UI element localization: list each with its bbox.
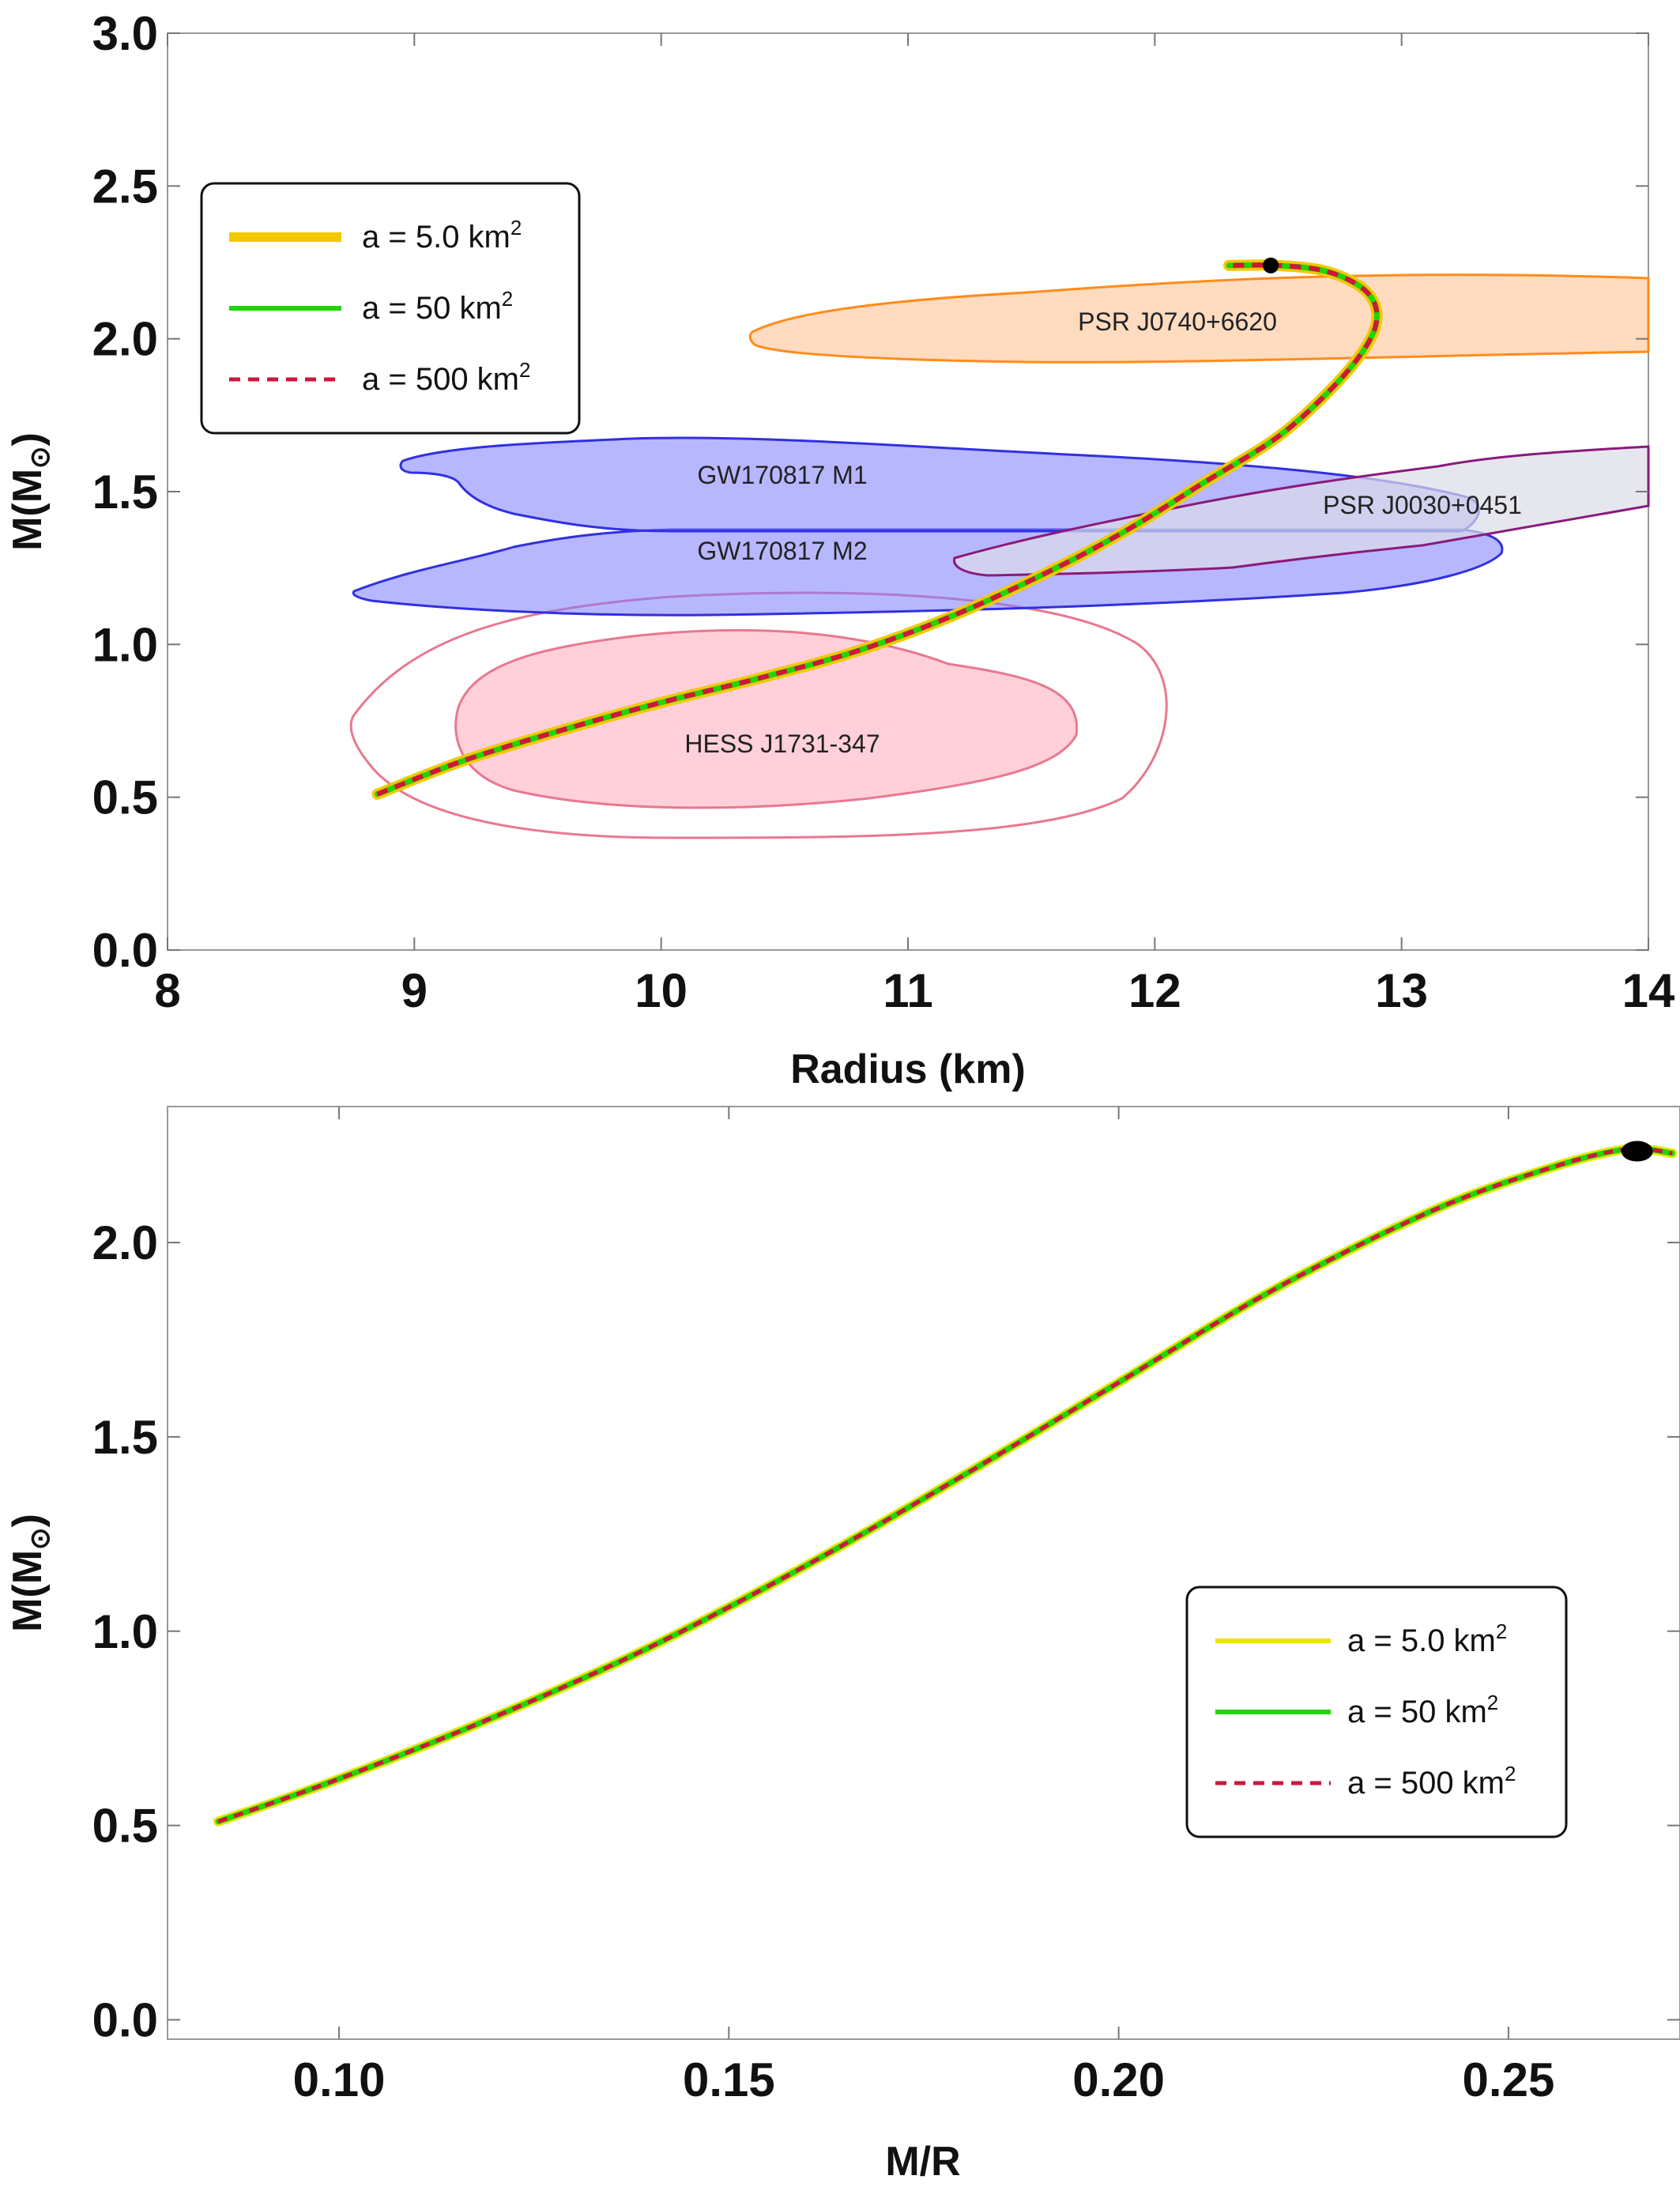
region-hess-inner	[454, 628, 1079, 809]
legend-label-a50: a = 50 km2	[362, 287, 513, 326]
label-hess: HESS J1731-347	[684, 730, 880, 758]
bot-y-tick-label: 1.0	[92, 1605, 158, 1658]
sun-symbol-bottom: ⊙	[25, 1527, 55, 1550]
bottom-legend: a = 5.0 km2 a = 50 km2 a = 500 km2	[1185, 1586, 1568, 1838]
legend-label-a5-bottom: a = 5.0 km2	[1347, 1620, 1507, 1658]
series-line-a500-bottom	[217, 1146, 1673, 1824]
bottom-y-axis-title: M(M⊙)	[5, 1514, 55, 1632]
bot-x-tick-label: 0.20	[1072, 2053, 1165, 2106]
svg-text:M(M⊙): M(M⊙)	[5, 1514, 55, 1632]
legend-label-a500-bottom: a = 500 km2	[1347, 1762, 1516, 1801]
top-legend: a = 5.0 km2 a = 50 km2 a = 500 km2	[200, 182, 581, 435]
bottom-x-axis-title: M/R	[885, 2139, 960, 2185]
top-y-tick-label: 3.0	[92, 7, 158, 60]
bot-y-tick-label: 0.0	[92, 1993, 158, 2046]
top-y-axis-title: M(M⊙)	[5, 432, 55, 551]
top-x-tick-label: 14	[1622, 964, 1675, 1017]
top-legend-box	[200, 182, 581, 435]
bot-x-tick-label: 0.10	[293, 2053, 386, 2106]
max-mass-point	[1263, 257, 1279, 273]
top-x-tick-label: 9	[401, 964, 428, 1017]
max-mass-point-bottom	[1621, 1141, 1653, 1162]
series-line-a500	[376, 262, 1380, 797]
legend-label-a500: a = 500 km2	[362, 358, 530, 397]
bottom-panel: 0.10 0.15 0.20 0.25 0.0 0.5 1.0 1.5 2.0 M/R M(M⊙…	[5, 1106, 1680, 2185]
top-axis-ticks: 8 9 10 11 12 13 14 0.0 0.5 1.0 1.5 2.0 2.5 3.0	[92, 7, 1675, 1017]
top-y-tick-label: 2.5	[92, 160, 158, 213]
top-x-tick-label: 10	[635, 964, 687, 1017]
label-psr-j0030: PSR J0030+0451	[1323, 491, 1522, 519]
bot-y-tick-label: 0.5	[92, 1800, 158, 1853]
top-x-tick-label: 13	[1375, 964, 1428, 1017]
region-psr-j0740	[748, 273, 1650, 364]
svg-text:M(M⊙): M(M⊙)	[5, 432, 55, 551]
top-y-tick-label: 1.5	[92, 466, 158, 518]
bottom-legend-box	[1185, 1586, 1568, 1838]
label-gw-m2: GW170817 M2	[697, 537, 867, 565]
top-x-axis-title: Radius (km)	[790, 1046, 1026, 1092]
bot-x-tick-label: 0.15	[683, 2053, 775, 2106]
bot-x-tick-label: 0.25	[1463, 2053, 1555, 2106]
bot-y-tick-label: 1.5	[92, 1411, 158, 1464]
legend-label-a5: a = 5.0 km2	[362, 216, 522, 255]
top-x-tick-label: 12	[1128, 964, 1181, 1017]
top-panel: PSR J0740+6620 GW170817 M1 GW170817 M2 P…	[5, 7, 1675, 1092]
label-psr-j0740: PSR J0740+6620	[1078, 307, 1277, 336]
top-x-tick-label: 11	[883, 964, 932, 1017]
top-x-tick-label: 8	[154, 964, 180, 1017]
bottom-plot-frame	[167, 1106, 1680, 2040]
top-y-tick-label: 1.0	[92, 618, 158, 671]
top-y-tick-label: 2.0	[92, 313, 158, 366]
top-y-tick-label: 0.5	[92, 771, 158, 824]
legend-label-a50-bottom: a = 50 km2	[1347, 1691, 1498, 1729]
sun-symbol: ⊙	[25, 446, 55, 469]
top-y-tick-label: 0.0	[92, 924, 158, 977]
region-psr-j0030	[953, 445, 1650, 577]
label-gw-m1: GW170817 M1	[697, 461, 867, 489]
bottom-axis-ticks: 0.10 0.15 0.20 0.25 0.0 0.5 1.0 1.5 2.0	[92, 1107, 1680, 2106]
bot-y-tick-label: 2.0	[92, 1216, 158, 1269]
